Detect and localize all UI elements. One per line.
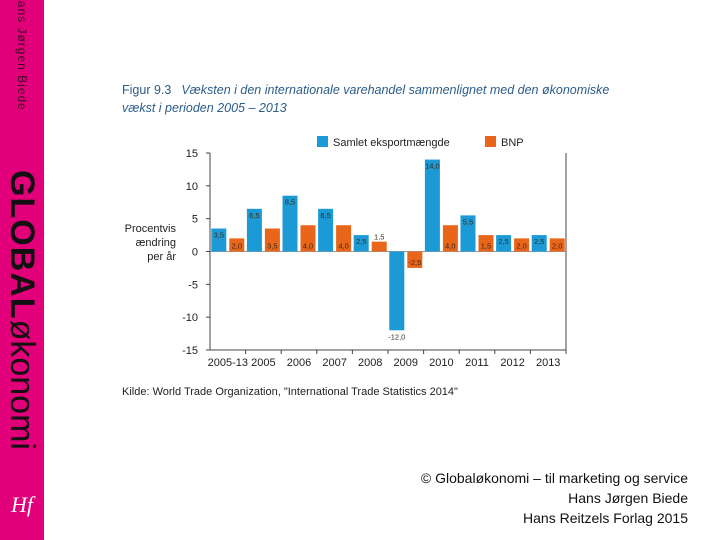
x-tick-label: 2008 xyxy=(358,357,382,369)
x-tick-label: 2006 xyxy=(287,357,311,369)
figure-number: Figur 9.3 xyxy=(122,83,172,97)
y-tick-label: 15 xyxy=(186,148,198,160)
bar-data-label: 2,0 xyxy=(516,242,526,251)
bar-export xyxy=(496,235,512,252)
bar-data-label: 2,0 xyxy=(232,242,242,251)
bar-export xyxy=(424,159,440,252)
legend-label-gdp: BNP xyxy=(501,137,524,149)
y-tick-label: -15 xyxy=(182,345,198,357)
bar-gdp xyxy=(300,225,316,252)
figure-title: Figur 9.3 Væksten i den internationale va… xyxy=(122,81,622,117)
author-line: Hans Jørgen Biede xyxy=(568,490,688,506)
logo-light-text: økonomi xyxy=(3,319,41,450)
bar-data-label: 1,5 xyxy=(481,242,491,251)
bar-export xyxy=(389,251,405,331)
bar-gdp xyxy=(336,225,352,252)
figure-source: Kilde: World Trade Organization, "Intern… xyxy=(122,386,458,398)
bar-data-label: 4,0 xyxy=(303,242,313,251)
x-tick-label: 2011 xyxy=(465,357,489,369)
bar-gdp xyxy=(229,238,245,252)
bar-data-label: 8,5 xyxy=(285,198,295,207)
bar-gdp xyxy=(442,225,458,252)
figure-title-line1: Væksten i den internationale varehandel … xyxy=(181,83,610,97)
bar-data-label: 6,5 xyxy=(249,211,259,220)
legend-swatch-gdp xyxy=(485,136,496,147)
bar-data-label: 2,0 xyxy=(552,242,562,251)
bar-export xyxy=(211,228,227,252)
bar-data-label: 2,5 xyxy=(534,237,544,246)
x-tick-label: 2012 xyxy=(500,357,524,369)
x-tick-label: 2009 xyxy=(394,357,418,369)
bar-data-label: 1,5 xyxy=(374,233,384,242)
bar-gdp xyxy=(371,241,387,252)
bar-gdp xyxy=(478,235,494,252)
publisher-logo: Hf xyxy=(11,492,33,517)
bar-data-label: 14,0 xyxy=(425,162,440,171)
bar-gdp xyxy=(407,251,423,268)
y-tick-label: 0 xyxy=(192,247,198,259)
bar-export xyxy=(318,208,334,252)
x-tick-label: 2013 xyxy=(536,357,560,369)
globalokonomi-logo: GLOBALøkonomi xyxy=(3,170,41,450)
y-axis-label-line: Procentvis xyxy=(125,223,177,235)
bar-export xyxy=(531,235,547,252)
credits-block: © Globaløkonomi – til marketing og servi… xyxy=(421,468,688,528)
bar-gdp xyxy=(514,238,530,252)
bar-chart: 15 10 5 0 -5 -10 -15 Procentvis ændring per år 200… xyxy=(125,136,567,369)
legend-label-export: Samlet eksportmængde xyxy=(333,137,450,149)
copyright-line: © Globaløkonomi – til marketing og servi… xyxy=(420,470,688,486)
y-tick-label: 10 xyxy=(186,181,198,193)
legend-swatch-export xyxy=(317,136,328,147)
bar-data-label: 4,0 xyxy=(338,242,348,251)
bar-data-label: -2,5 xyxy=(408,258,421,267)
y-tick-label: -10 xyxy=(182,312,198,324)
x-tick-label: 2005-13 xyxy=(208,357,248,369)
bar-data-label: 6,5 xyxy=(320,211,330,220)
bar-data-label: 3,5 xyxy=(267,242,277,251)
sidebar-author: Hans Jørgen Biede xyxy=(15,0,29,111)
publisher-line: Hans Reitzels Forlag 2015 xyxy=(523,510,688,526)
y-tick-label: 5 xyxy=(192,214,198,226)
brand-sidebar: Hans Jørgen Biede GLOBALøkonomi Hf xyxy=(0,0,44,540)
x-tick-label: 2005 xyxy=(251,357,275,369)
bar-export xyxy=(353,235,369,252)
y-axis-label-line: ændring xyxy=(136,237,176,249)
y-tick-label: -5 xyxy=(188,279,198,291)
bar-export xyxy=(246,208,262,252)
bar-data-label: 5,5 xyxy=(463,217,473,226)
bar-export xyxy=(460,215,476,252)
bar-gdp xyxy=(549,238,565,252)
bar-data-label: -12,0 xyxy=(388,332,405,341)
bar-data-label: 3,5 xyxy=(214,231,224,240)
x-tick-label: 2007 xyxy=(322,357,346,369)
bar-data-label: 2,5 xyxy=(356,237,366,246)
bar-gdp xyxy=(264,228,280,252)
x-tick-label: 2010 xyxy=(429,357,453,369)
bar-data-label: 2,5 xyxy=(498,237,508,246)
logo-bold-text: GLOBAL xyxy=(3,170,41,320)
bar-data-label: 4,0 xyxy=(445,242,455,251)
figure-title-line2: vækst i perioden 2005 – 2013 xyxy=(122,101,287,115)
bar-export xyxy=(282,195,298,252)
y-axis-label-line: per år xyxy=(147,251,176,263)
